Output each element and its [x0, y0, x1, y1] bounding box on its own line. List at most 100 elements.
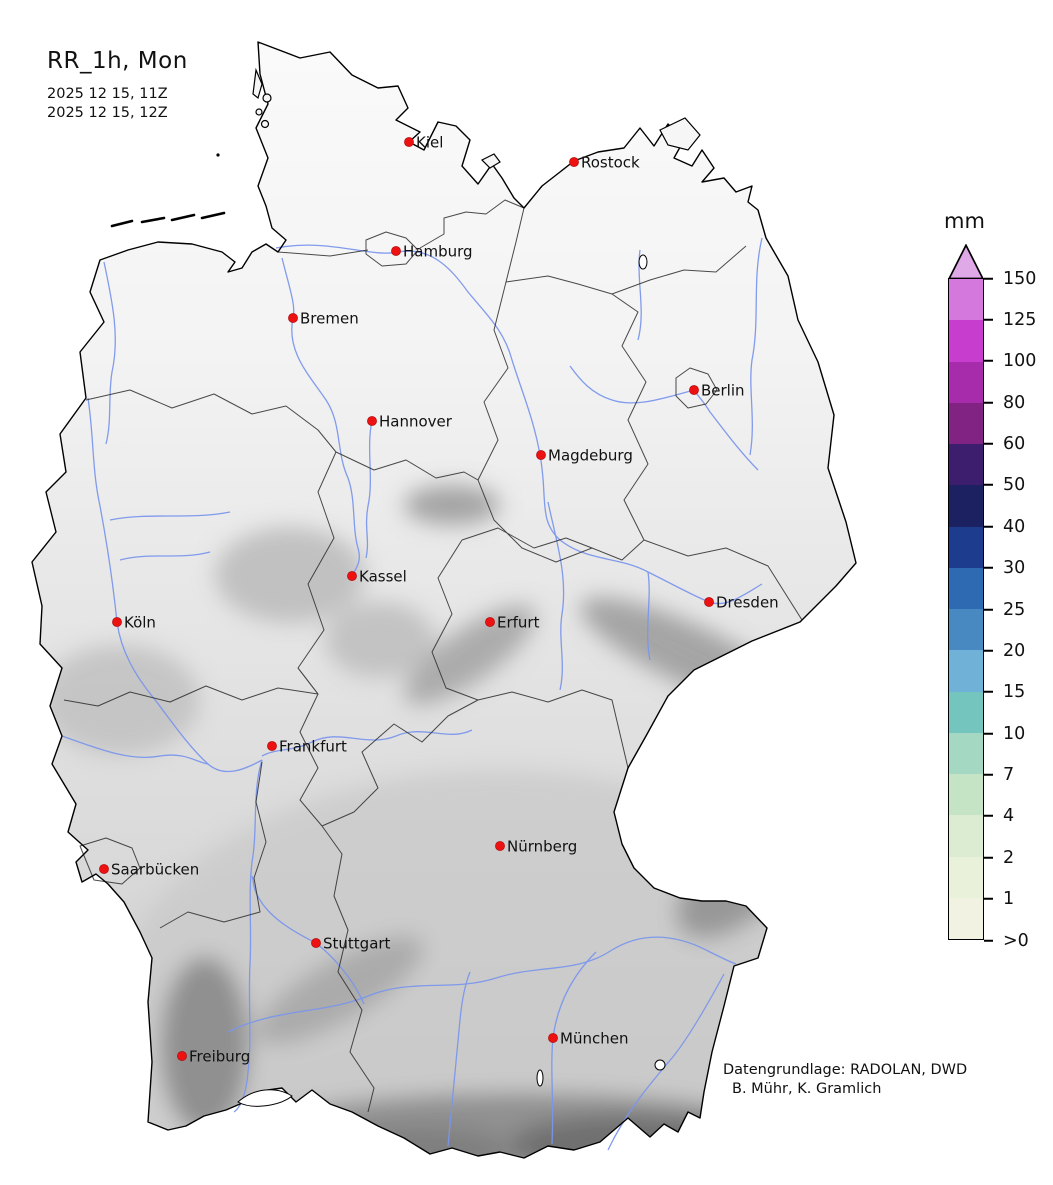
colorbar-segment — [949, 856, 983, 898]
islands-and-lakes — [110, 67, 701, 1107]
colorbar-segments — [948, 278, 984, 940]
colorbar-ticks: 150 125 100 80 60 50 40 30 25 20 15 10 7 4 2 1 >0 — [984, 268, 1053, 950]
city-label: Dresden — [716, 594, 779, 612]
city-marker-berlin: Berlin — [689, 382, 745, 400]
colorbar-tick-label: 10 — [1003, 723, 1026, 744]
city-markers: Kiel Rostock Hamburg Bremen Berlin Hannover Ma… — [99, 134, 779, 1066]
city-dot — [704, 597, 714, 607]
city-dot — [267, 741, 277, 751]
city-label: München — [560, 1030, 628, 1048]
city-label: Bremen — [300, 310, 359, 328]
date-range: 2025 12 15, 11Z 2025 12 15, 12Z — [47, 85, 188, 123]
city-marker-hannover: Hannover — [367, 413, 453, 431]
city-dot — [112, 617, 122, 627]
attribution: Datengrundlage: RADOLAN, DWD B. Mühr, K.… — [723, 1061, 967, 1099]
colorbar-tick-mark — [984, 318, 993, 321]
city-dot — [367, 416, 377, 426]
colorbar-tick-mark — [984, 691, 993, 693]
city-label: Kassel — [359, 568, 407, 586]
colorbar-tick-mark — [984, 732, 993, 735]
city-marker-frankfurt: Frankfurt — [267, 738, 347, 756]
city-marker-kiel: Kiel — [404, 134, 443, 152]
city-marker-dresden: Dresden — [704, 594, 779, 612]
city-dot — [391, 246, 401, 256]
colorbar-segment — [949, 402, 983, 444]
colorbar-tick-mark — [984, 360, 993, 362]
city-marker-hamburg: Hamburg — [391, 243, 473, 261]
colorbar-segment — [949, 567, 983, 609]
city-dot — [689, 385, 699, 395]
colorbar-tick-mark — [984, 277, 993, 280]
colorbar-tick-mark — [984, 401, 993, 404]
colorbar-tick-label: 40 — [1003, 516, 1026, 537]
colorbar-segment — [949, 609, 983, 651]
city-dot — [404, 137, 414, 147]
colorbar-segment — [949, 526, 983, 568]
colorbar-tick-mark — [984, 442, 993, 445]
city-dot — [495, 841, 505, 851]
colorbar-tick-mark — [984, 649, 993, 652]
city-dot — [548, 1033, 558, 1043]
colorbar-segment — [949, 650, 983, 692]
colorbar-tick-label: 1 — [1003, 888, 1015, 909]
city-dot — [569, 157, 579, 167]
header: RR_1h, Mon 2025 12 15, 11Z 2025 12 15, 1… — [47, 48, 188, 123]
germany-outline — [31, 41, 857, 1159]
city-marker-erfurt: Erfurt — [485, 614, 540, 632]
rivers — [61, 237, 763, 1151]
colorbar-tick-label: 80 — [1003, 392, 1026, 413]
colorbar-segment — [949, 732, 983, 774]
colorbar-tick-mark — [984, 897, 993, 900]
colorbar-segment — [949, 320, 983, 362]
city-label: Köln — [124, 614, 156, 632]
colorbar-segment — [949, 897, 983, 939]
city-dot — [311, 938, 321, 948]
city-marker-münchen: München — [548, 1030, 628, 1048]
city-marker-bremen: Bremen — [288, 310, 359, 328]
date-start: 2025 12 15, 11Z — [47, 86, 168, 102]
city-dot — [99, 864, 109, 874]
city-marker-freiburg: Freiburg — [177, 1048, 250, 1066]
colorbar-tick-label: 60 — [1003, 433, 1026, 454]
colorbar-segment — [949, 774, 983, 816]
city-label: Freiburg — [189, 1048, 250, 1066]
colorbar-tick-mark — [984, 939, 993, 942]
city-marker-rostock: Rostock — [569, 154, 640, 172]
colorbar-tick-label: 30 — [1003, 557, 1026, 578]
colorbar-tick-label: >0 — [1003, 930, 1029, 951]
colorbar-segment — [949, 361, 983, 403]
colorbar-segment — [949, 485, 983, 527]
city-label: Kiel — [416, 134, 443, 152]
city-marker-köln: Köln — [112, 614, 156, 632]
colorbar-tick-label: 7 — [1003, 764, 1015, 785]
colorbar-tick-label: 25 — [1003, 599, 1026, 620]
colorbar-tick-label: 100 — [1003, 351, 1037, 371]
colorbar-unit-label: mm — [944, 209, 985, 233]
attribution-source: Datengrundlage: RADOLAN, DWD — [723, 1062, 968, 1078]
city-label: Berlin — [701, 382, 745, 400]
colorbar-segment — [949, 815, 983, 857]
colorbar-tick-label: 125 — [1003, 309, 1037, 330]
city-label: Rostock — [581, 154, 640, 172]
colorbar-segment — [949, 691, 983, 733]
colorbar-segment — [949, 444, 983, 486]
date-end: 2025 12 15, 12Z — [47, 105, 168, 121]
colorbar-tick-label: 150 — [1003, 268, 1037, 289]
city-marker-saarbücken: Saarbücken — [99, 861, 199, 879]
city-label: Hamburg — [403, 243, 473, 261]
city-label: Hannover — [379, 413, 453, 431]
colorbar-tick-mark — [984, 773, 993, 776]
city-dot — [347, 571, 357, 581]
colorbar-tick-label: 15 — [1003, 682, 1026, 702]
city-marker-stuttgart: Stuttgart — [311, 935, 391, 953]
colorbar-segment — [949, 279, 983, 321]
attribution-authors: B. Mühr, K. Gramlich — [732, 1081, 882, 1097]
colorbar-tick-label: 2 — [1003, 847, 1015, 868]
city-label: Erfurt — [497, 614, 540, 632]
colorbar-tick-mark — [984, 484, 993, 487]
city-label: Nürnberg — [507, 838, 577, 856]
colorbar-tick-label: 50 — [1003, 475, 1026, 496]
